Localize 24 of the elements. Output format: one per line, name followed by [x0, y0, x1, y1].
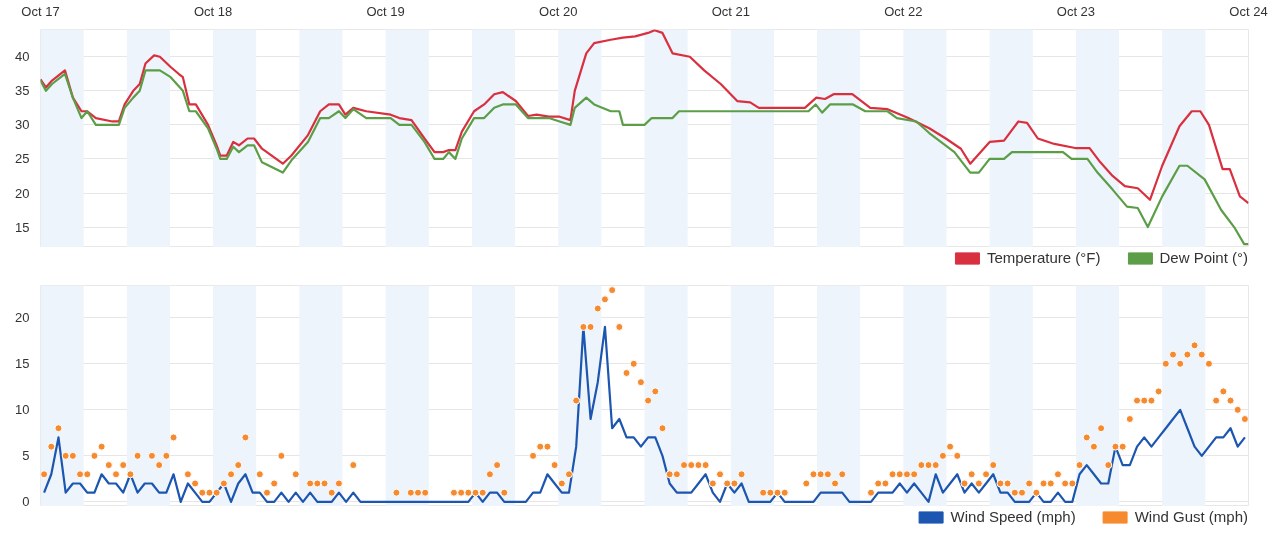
x-tick-label: Oct 21	[711, 3, 750, 19]
x-tick-label: Oct 17	[21, 3, 60, 19]
x-tick-label: Oct 22	[884, 3, 923, 19]
y-tick-label: 15	[15, 356, 30, 372]
y-tick-label: 40	[15, 49, 30, 65]
x-tick-label: Oct 24	[1229, 3, 1268, 19]
y-tick-label: 30	[15, 117, 30, 133]
x-tick-label: Oct 23	[1056, 3, 1096, 19]
y-tick-label: 35	[15, 83, 30, 99]
y-tick-label: 15	[15, 219, 30, 235]
line-series	[43, 325, 1246, 503]
y-tick-label: 0	[22, 494, 30, 510]
y-tick-label: 20	[15, 185, 30, 201]
legend-label: Dew Point (°)	[1159, 249, 1248, 266]
y-tick-label: 20	[15, 310, 30, 326]
x-tick-label: Oct 18	[193, 3, 233, 19]
legend-label: Wind Gust (mph)	[1134, 508, 1248, 525]
legend-label: Temperature (°F)	[986, 249, 1101, 266]
y-tick-label: 10	[15, 402, 30, 418]
legend-label: Wind Speed (mph)	[950, 508, 1076, 525]
y-tick-label: 25	[15, 151, 30, 167]
y-tick-label: 5	[22, 448, 30, 464]
x-tick-label: Oct 19	[366, 3, 405, 19]
x-tick-label: Oct 20	[539, 3, 578, 19]
